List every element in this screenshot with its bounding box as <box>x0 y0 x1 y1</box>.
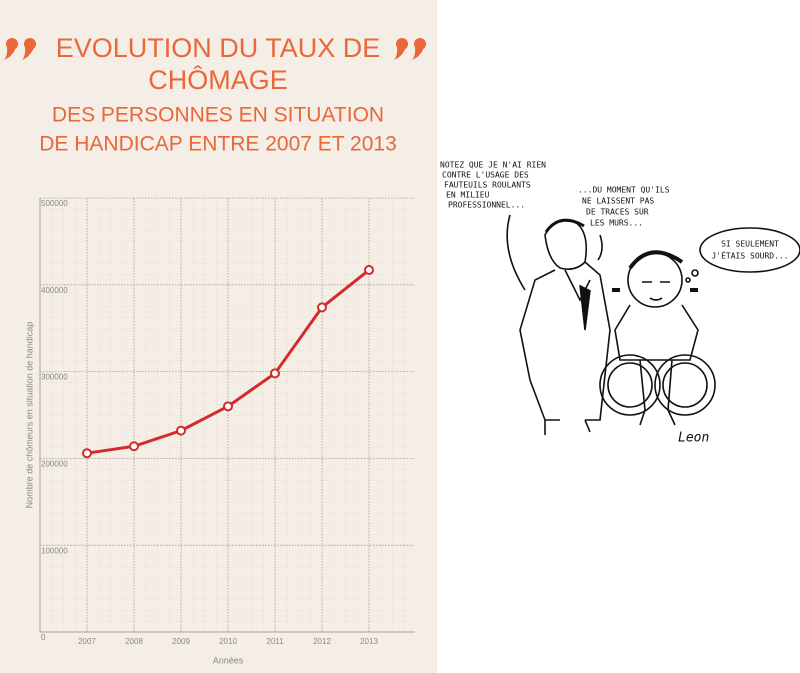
data-point <box>270 368 280 379</box>
caption-line: FAUTEUILS ROULANTS <box>444 181 531 190</box>
y-tick-label: 0 <box>41 633 46 642</box>
y-axis-label: Nombre de chômeurs en situation de handi… <box>24 322 34 509</box>
data-point <box>223 401 233 412</box>
title-line: EVOLUTION DU TAUX DE <box>56 33 381 63</box>
x-axis-label: Années <box>213 655 244 665</box>
caption-line: CONTRE L'USAGE DES <box>442 171 529 180</box>
data-point <box>176 425 186 436</box>
caption-line: NOTEZ QUE JE N'AI RIEN <box>440 161 546 170</box>
y-tick-label: 100000 <box>41 546 68 555</box>
y-tick-label: 200000 <box>41 460 68 469</box>
caption-line: ...DU MOMENT QU'ILS <box>578 186 670 195</box>
data-point <box>82 448 92 459</box>
bubble-line: J'ÉTAIS SOURD... <box>711 250 788 261</box>
x-tick-label: 2009 <box>172 637 190 646</box>
subtitle-line: DE HANDICAP ENTRE 2007 ET 2013 <box>39 133 397 156</box>
x-tick-label: 2013 <box>360 637 378 646</box>
quote-left <box>4 38 36 60</box>
data-point <box>364 265 374 276</box>
caption-line: NE LAISSENT PAS <box>582 197 654 206</box>
minor-grid <box>40 198 415 632</box>
x-tick-label: 2010 <box>219 637 237 646</box>
y-tick-label: 400000 <box>41 286 68 295</box>
caption-line: DE TRACES SUR <box>586 208 649 217</box>
data-point <box>317 302 327 313</box>
x-tick-label: 2008 <box>125 637 143 646</box>
y-tick-label: 300000 <box>41 373 68 382</box>
caption-line: LES MURS... <box>590 219 643 228</box>
subtitle-line: DES PERSONNES EN SITUATION <box>52 104 384 127</box>
x-tick-label: 2007 <box>78 637 96 646</box>
x-tick-label: 2012 <box>313 637 331 646</box>
y-tick-label: 500000 <box>41 199 68 208</box>
x-tick-label: 2011 <box>266 637 284 646</box>
cartoon <box>506 214 800 435</box>
caption-line: EN MILIEU <box>446 191 490 200</box>
data-point <box>129 441 139 452</box>
title-line: CHÔMAGE <box>148 64 288 95</box>
caption-line: PROFESSIONNEL... <box>448 201 525 210</box>
signature: Leon <box>678 431 709 446</box>
bubble-line: SI SEULEMENT <box>721 240 779 249</box>
quote-right <box>394 38 426 60</box>
